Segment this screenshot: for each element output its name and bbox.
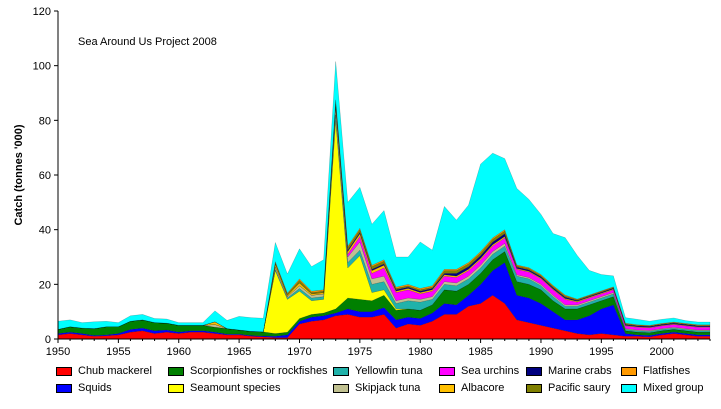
y-tick-label: 120: [33, 6, 51, 18]
legend-label: Skipjack tuna: [355, 382, 421, 394]
legend-label: Seamount species: [190, 382, 281, 394]
legend-swatch: [56, 366, 72, 376]
y-tick-label: 80: [39, 115, 51, 127]
area-skipjack-tuna: [57, 106, 711, 333]
y-tick-label: 20: [39, 279, 51, 291]
legend-swatch: [168, 383, 184, 393]
area-albacore: [57, 103, 711, 333]
legend-item: Marine crabs: [526, 364, 612, 378]
x-tick-label: 1980: [408, 346, 432, 358]
y-tick-label: 40: [39, 225, 51, 237]
area-marine-crabs: [57, 103, 711, 333]
legend-swatch: [526, 383, 542, 393]
legend-swatch: [168, 366, 184, 376]
area-mixed-group: [57, 61, 711, 333]
legend-item: Skipjack tuna: [333, 381, 420, 395]
legend-item: Seamount species: [168, 381, 281, 395]
legend-label: Yellowfin tuna: [355, 365, 423, 377]
y-tick-label: 100: [33, 61, 51, 73]
legend-label: Flatfishes: [643, 365, 691, 377]
chart-annotation: Sea Around Us Project 2008: [78, 36, 217, 48]
x-tick-label: 1960: [166, 346, 190, 358]
chart-legend: Chub mackerel Squids Scorpionfishes or roc…: [56, 364, 716, 404]
legend-item: Pacific saury: [526, 381, 610, 395]
legend-label: Sea urchins: [461, 365, 520, 377]
legend-swatch: [56, 383, 72, 393]
legend-item: Flatfishes: [621, 364, 690, 378]
y-axis-label: Catch (tonnes '000): [13, 124, 25, 225]
legend-label: Scorpionfishes or rockfishes: [190, 365, 328, 377]
legend-label: Marine crabs: [548, 365, 612, 377]
legend-label: Squids: [78, 382, 112, 394]
y-tick-label: 0: [45, 334, 51, 346]
legend-swatch: [439, 366, 455, 376]
chart-axes: 0 20 40 60 80 100 120 1950 1955 1960 1965 1970 1975 1…: [33, 6, 711, 358]
legend-item: Scorpionfishes or rockfishes: [168, 364, 328, 378]
legend-item: Squids: [56, 381, 112, 395]
legend-label: Mixed group: [643, 382, 704, 394]
legend-swatch: [526, 366, 542, 376]
x-tick-label: 2000: [649, 346, 673, 358]
legend-label: Albacore: [461, 382, 505, 394]
x-tick-label: 1985: [468, 346, 492, 358]
area-pacific-saury: [57, 101, 711, 333]
legend-swatch: [439, 383, 455, 393]
x-tick-label: 1970: [287, 346, 311, 358]
y-tick-label: 60: [39, 170, 51, 182]
area-yellowfin-tuna: [57, 114, 711, 333]
x-tick-label: 1965: [227, 346, 251, 358]
x-tick-label: 1950: [46, 346, 70, 358]
legend-swatch: [621, 383, 637, 393]
area-squids: [57, 262, 711, 338]
legend-swatch: [333, 366, 349, 376]
legend-item: Mixed group: [621, 381, 704, 395]
legend-swatch: [621, 366, 637, 376]
x-tick-label: 1955: [106, 346, 130, 358]
x-tick-label: 1975: [348, 346, 372, 358]
stacked-areas: [57, 61, 711, 340]
area-sea-urchins: [57, 106, 711, 333]
legend-label: Pacific saury: [548, 382, 611, 394]
x-tick-label: 1995: [589, 346, 613, 358]
legend-label: Chub mackerel: [78, 365, 152, 377]
legend-item: Sea urchins: [439, 364, 519, 378]
legend-item: Yellowfin tuna: [333, 364, 422, 378]
x-tick-label: 1990: [529, 346, 553, 358]
legend-item: Albacore: [439, 381, 504, 395]
legend-item: Chub mackerel: [56, 364, 152, 378]
area-flatfishes: [57, 99, 711, 333]
legend-swatch: [333, 383, 349, 393]
